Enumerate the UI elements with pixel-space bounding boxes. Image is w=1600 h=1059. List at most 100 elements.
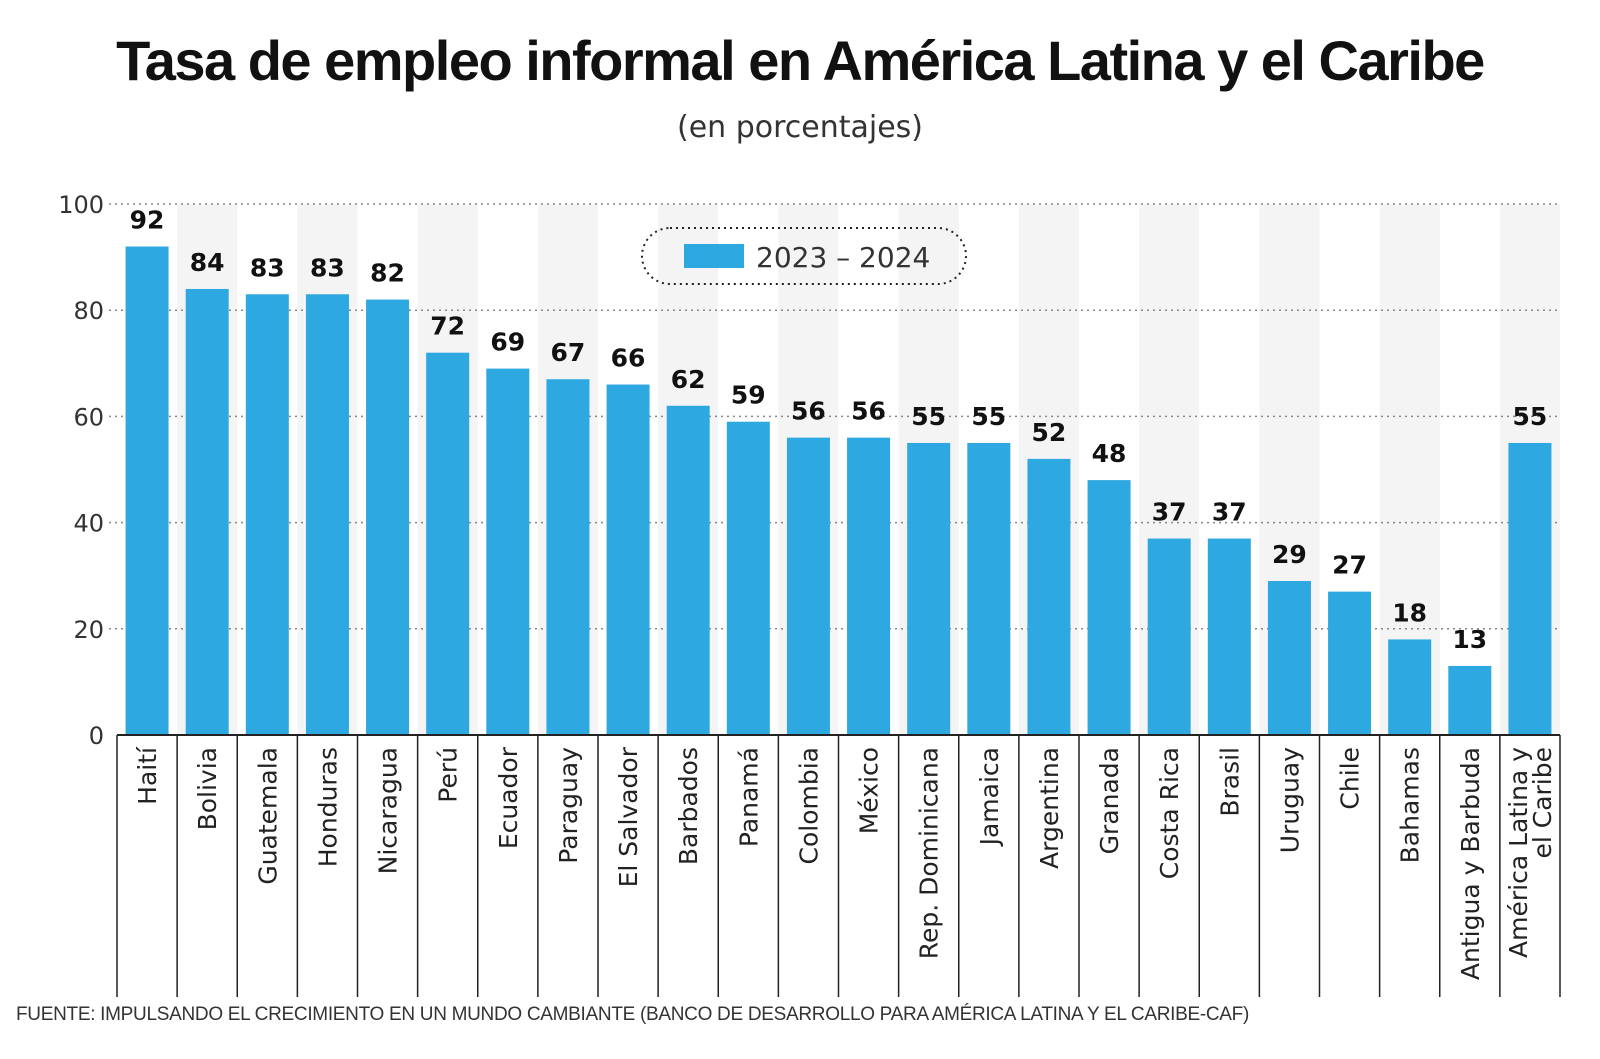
category-label-line: Argentina (1035, 747, 1064, 869)
bar (1087, 480, 1131, 735)
source-note: FUENTE: IMPULSANDO EL CRECIMIENTO EN UN … (16, 1004, 1250, 1025)
category-label: Antigua y Barbuda (1456, 747, 1485, 980)
value-label: 83 (310, 253, 345, 282)
bar (546, 379, 590, 735)
legend-label: 2023 – 2024 (756, 241, 930, 274)
bar (967, 442, 1011, 735)
y-tick-label: 80 (73, 297, 104, 325)
gridlines (109, 203, 1560, 630)
bar (1448, 665, 1492, 735)
bar (1027, 458, 1071, 735)
chart-subtitle: (en porcentajes) (676, 110, 924, 145)
bar (245, 294, 289, 735)
category-label-line: Antigua y Barbuda (1456, 747, 1485, 980)
category-label: Guatemala (253, 747, 282, 885)
category-label-line: Honduras (313, 747, 342, 867)
category-label: Bolivia (193, 747, 222, 830)
value-label: 82 (370, 259, 405, 288)
value-label: 55 (971, 402, 1006, 431)
value-label: 69 (490, 328, 525, 357)
bar (1207, 538, 1251, 735)
y-axis: 0 20 40 60 80 100 (58, 191, 104, 750)
category-label: Rep. Dominicana (915, 747, 944, 959)
category-label: México (855, 747, 884, 834)
value-label: 62 (671, 365, 706, 394)
value-label: 29 (1272, 540, 1307, 569)
category-label-line: el Caribe (1528, 747, 1557, 859)
category-label-line: Brasil (1215, 747, 1244, 817)
category-label-line: Nicaragua (374, 747, 403, 874)
value-label: 13 (1452, 625, 1487, 654)
value-label: 72 (430, 312, 465, 341)
category-label: América Latina yel Caribe (1504, 747, 1557, 958)
category-label-line: Uruguay (1275, 747, 1304, 853)
y-tick-label: 20 (73, 616, 104, 644)
value-label: 48 (1092, 439, 1127, 468)
value-label: 67 (551, 338, 586, 367)
y-tick-label: 100 (58, 191, 104, 219)
bar (1147, 538, 1191, 735)
category-label: Panamá (734, 747, 763, 847)
category-label: Colombia (794, 747, 823, 864)
category-label-line: América Latina y (1504, 747, 1533, 958)
category-label: Perú (434, 747, 463, 803)
bar (185, 288, 229, 735)
category-label-line: Costa Rica (1155, 747, 1184, 879)
category-label: Bahamas (1396, 747, 1425, 863)
value-label: 27 (1332, 551, 1367, 580)
y-tick-label: 60 (73, 403, 104, 431)
bar (366, 299, 410, 735)
category-label: Paraguay (554, 747, 583, 864)
category-label: Honduras (313, 747, 342, 867)
category-label: Granada (1095, 747, 1124, 854)
bar (786, 437, 830, 735)
bar (426, 352, 470, 735)
category-label-line: Ecuador (494, 746, 523, 849)
category-label-line: Bolivia (193, 747, 222, 830)
category-label-line: Rep. Dominicana (915, 747, 944, 959)
value-label: 18 (1392, 598, 1427, 627)
category-label-line: México (855, 747, 884, 834)
bar (486, 368, 530, 735)
category-label-line: Panamá (734, 747, 763, 847)
value-labels: 92 84 83 83 82 72 69 67 66 62 59 56 56 55 55 52 48 37 37 29… (130, 205, 1548, 653)
value-label: 59 (731, 381, 766, 410)
category-label-line: Barbados (674, 747, 703, 865)
category-label-line: Colombia (794, 747, 823, 864)
y-tick-label: 0 (89, 722, 104, 750)
bar (606, 384, 650, 735)
value-label: 37 (1212, 498, 1247, 527)
category-label-line: Bahamas (1396, 747, 1425, 863)
legend-swatch (684, 244, 744, 268)
category-label: El Salvador (614, 746, 643, 887)
bar (726, 421, 770, 735)
value-label: 37 (1152, 498, 1187, 527)
value-label: 84 (190, 248, 225, 277)
value-label: 83 (250, 253, 285, 282)
bar (907, 442, 951, 735)
bar (1388, 639, 1432, 735)
x-axis: Haití Bolivia Guatemala Honduras Nicaragua Pe… (116, 734, 1561, 997)
value-label: 55 (1513, 402, 1548, 431)
value-label: 56 (851, 397, 886, 426)
legend-box (641, 227, 967, 285)
category-label: Brasil (1215, 747, 1244, 817)
value-label: 52 (1032, 418, 1067, 447)
value-label: 55 (911, 402, 946, 431)
category-label-line: Granada (1095, 747, 1124, 854)
legend: 2023 – 2024 (641, 227, 967, 285)
bars (125, 246, 1552, 736)
category-label-line: El Salvador (614, 746, 643, 887)
category-label: Jamaica (975, 747, 1004, 847)
category-label-line: Paraguay (554, 747, 583, 864)
bar (847, 437, 891, 735)
bar (666, 405, 710, 735)
category-label-line: Chile (1336, 747, 1365, 810)
category-label-line: Jamaica (975, 747, 1004, 847)
category-label: Uruguay (1275, 747, 1304, 853)
category-label: Nicaragua (374, 747, 403, 874)
category-label-line: Guatemala (253, 747, 282, 885)
category-label-line: Haití (133, 746, 162, 805)
value-label: 92 (130, 205, 165, 234)
category-label: Haití (133, 746, 162, 805)
